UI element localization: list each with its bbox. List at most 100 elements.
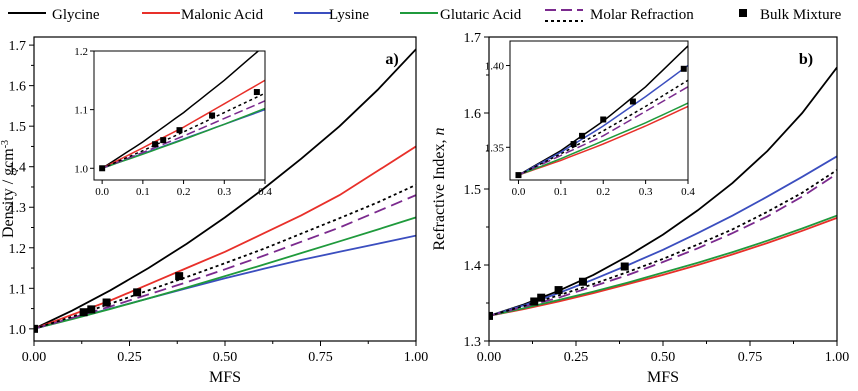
y-tick-label: 1.7: [9, 39, 27, 54]
inset-bulk-mixture-marker: [570, 141, 577, 148]
legend-label: Lysine: [329, 7, 369, 23]
series-malonic-acid-line: [34, 145, 416, 330]
x-tick-label: 1.00: [825, 350, 850, 365]
inset-bulk-mixture-marker: [253, 89, 260, 96]
legend-label: Malonic Acid: [181, 7, 264, 23]
bulk-mixture-marker: [102, 298, 111, 307]
inset-y-tick-label: 1.1: [74, 105, 88, 117]
x-tick-label: 0.25: [564, 350, 589, 365]
inset-x-tick-label: 0.3: [217, 186, 231, 198]
legend: Glycine Malonic Acid Lysine Glutaric Acid Mo…: [8, 7, 842, 23]
x-tick-label: 1.00: [404, 350, 429, 365]
series-molar-refraction-line: [489, 173, 837, 317]
bulk-mixture-marker: [554, 286, 563, 295]
inset-x-tick-label: 0.1: [554, 186, 568, 198]
inset-bulk-mixture-marker: [515, 172, 522, 179]
y-tick-label: 1.4: [9, 161, 27, 176]
y-tick-label: 1.7: [464, 31, 482, 46]
legend-lysine: Lysine: [294, 7, 369, 23]
series-glutaric-acid-line: [34, 216, 416, 330]
bulk-mixture-marker: [578, 277, 587, 286]
x-tick-label: 0.00: [22, 350, 47, 365]
legend-label: Molar Refraction: [590, 7, 694, 23]
inset-series-molar-refraction-line: [101, 100, 265, 169]
inset-series-group: [99, 51, 265, 172]
legend-label: Bulk Mixture: [760, 7, 842, 23]
x-axis-label: MFS: [209, 369, 241, 386]
bulk-mixture-marker: [489, 311, 493, 320]
bulk-mixture-marker: [537, 293, 546, 302]
bulk-mixture-marker: [133, 288, 142, 297]
inset-series-malonic-acid-line: [518, 105, 688, 176]
y-tick-label: 1.5: [464, 183, 482, 198]
inset-x-tick-label: 0.2: [596, 186, 610, 198]
inset-frame: [509, 40, 689, 181]
inset-x-tick-label: 0.0: [512, 186, 526, 198]
y-axis-label: Density / gcm-3: [0, 140, 17, 238]
x-axis-label: MFS: [647, 369, 679, 386]
x-tick-label: 0.50: [651, 350, 676, 365]
inset-y-tick-label: 1.0: [74, 163, 88, 175]
inset: 0.0 0.1 0.2 0.3 0.4 1.35 1.40: [485, 40, 695, 198]
panel-label: b): [799, 51, 813, 68]
legend-label: Glycine: [52, 7, 100, 23]
panel-b-refractive-index: 0.00 0.25 0.50 0.75 1.00 1.3 1.4 1.5 1.6 1.7 MFS Re…: [431, 31, 849, 386]
series-molar-refraction-line: [34, 194, 416, 330]
series-lysine-line: [489, 155, 837, 317]
y-tick-label: 1.6: [9, 80, 27, 95]
legend-marker-square: [739, 9, 747, 17]
legend-molar-refraction: Molar Refraction: [545, 7, 694, 23]
bulk-mixture-marker: [34, 324, 38, 333]
inset-series-glutaric-acid-line: [101, 107, 265, 170]
y-tick-label: 1.3: [464, 335, 482, 350]
inset-series-dotted-line: [518, 79, 688, 176]
inset-x-tick-label: 0.2: [177, 186, 191, 198]
bulk-mixture-marker: [175, 272, 184, 281]
inset-bulk-mixture-marker: [209, 112, 216, 119]
inset-bulk-mixture-marker: [99, 165, 106, 172]
inset-y-tick-label: 1.35: [485, 142, 505, 154]
panel-a-density: 0.00 0.25 0.50 0.75 1.00 1.0 1.1 1.2 1.3 1.4 1.5 1.…: [0, 36, 429, 386]
inset-series-glutaric-acid-line: [518, 102, 688, 176]
inset-series-group: [515, 45, 688, 179]
inset-x-tick-label: 0.3: [639, 186, 653, 198]
inset-bulk-mixture-marker: [600, 116, 607, 123]
series-glutaric-acid-line: [489, 214, 837, 317]
inset-frame: [93, 50, 266, 181]
y-tick-label: 1.6: [464, 107, 482, 122]
bulk-mixture-marker: [79, 308, 88, 317]
series-dotted-line: [34, 184, 416, 330]
y-tick-label: 1.0: [9, 323, 27, 338]
legend-malonic-acid: Malonic Acid: [142, 7, 264, 23]
inset-background: [510, 41, 688, 180]
inset-x-tick-label: 0.4: [258, 186, 272, 198]
inset-y-tick-label: 1.2: [74, 46, 88, 58]
panel-label: a): [385, 51, 398, 68]
y-tick-label: 1.2: [9, 242, 27, 257]
legend-bulk-mixture: Bulk Mixture: [739, 7, 842, 23]
inset-bulk-mixture-marker: [629, 98, 636, 105]
bulk-mixture-marker: [620, 262, 629, 271]
inset-bulk-mixture-marker: [152, 141, 159, 148]
legend-glycine: Glycine: [8, 7, 100, 23]
x-tick-label: 0.75: [308, 350, 333, 365]
series-group: [34, 48, 416, 333]
x-tick-label: 0.00: [477, 350, 502, 365]
inset-series-malonic-acid-line: [101, 79, 265, 169]
x-tick-label: 0.50: [213, 350, 238, 365]
inset: 0.0 0.1 0.2 0.3 0.4 1.0 1.1 1.2: [74, 46, 272, 198]
series-glycine-line: [489, 66, 837, 317]
series-group: [489, 66, 837, 320]
bulk-mixture-marker: [87, 305, 96, 314]
x-tick-label: 0.25: [117, 350, 142, 365]
series-glycine-line: [34, 48, 416, 330]
inset-bulk-mixture-marker: [579, 132, 586, 139]
y-tick-label: 1.3: [9, 201, 27, 216]
y-axis-label: Refractive Index, n: [431, 127, 448, 250]
legend-label: Glutaric Acid: [440, 7, 522, 23]
inset-bulk-mixture-marker: [680, 65, 687, 72]
series-malonic-acid-line: [489, 217, 837, 317]
inset-series-molar-refraction-line: [518, 86, 688, 176]
